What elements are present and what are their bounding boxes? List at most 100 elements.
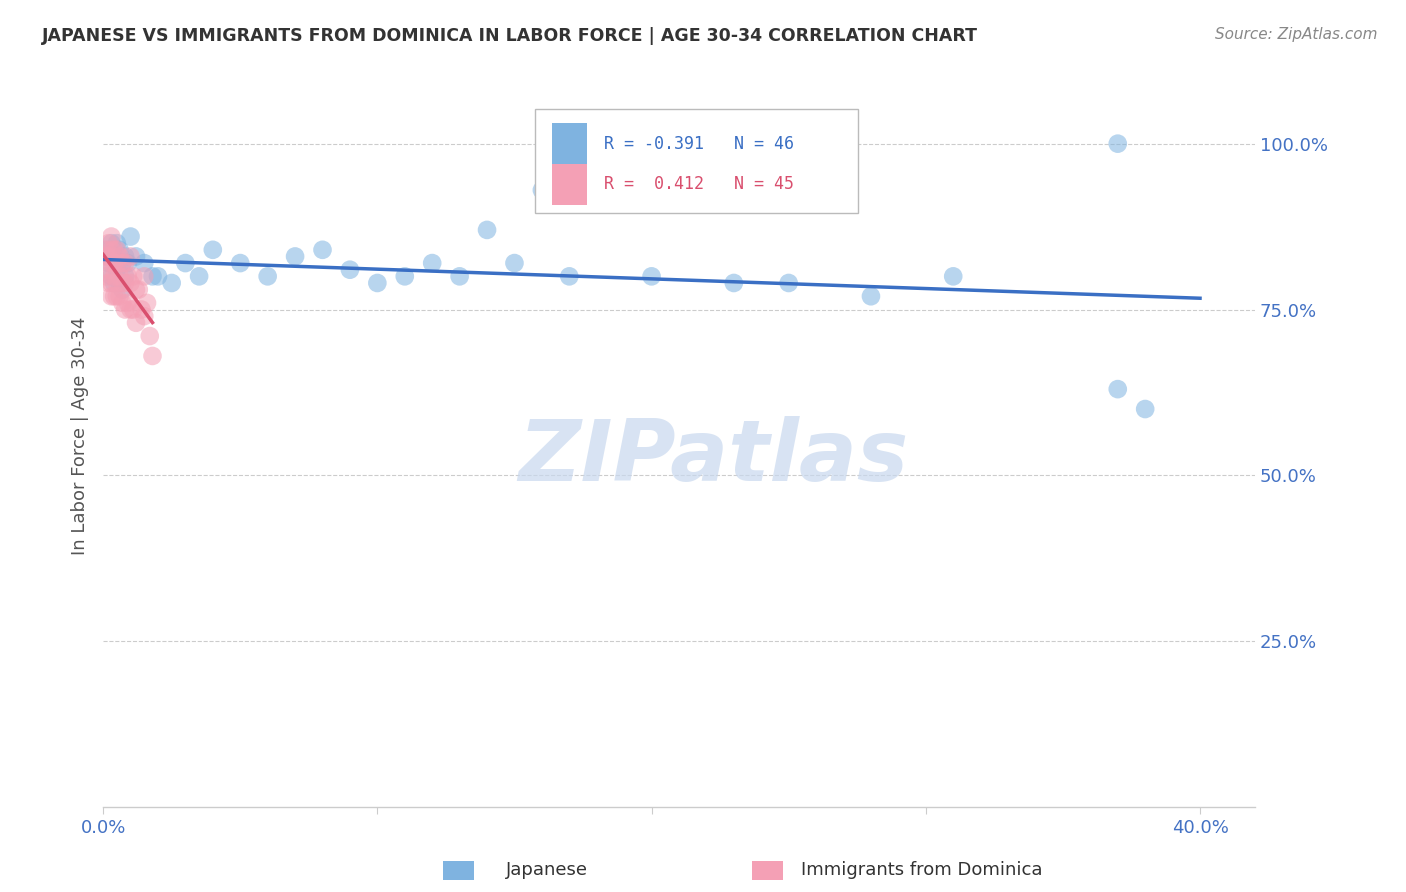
Point <box>105 243 128 257</box>
Text: ZIPatlas: ZIPatlas <box>519 417 908 500</box>
Point <box>108 289 131 303</box>
Point <box>94 269 117 284</box>
Point <box>114 256 136 270</box>
Point <box>1133 402 1156 417</box>
Point <box>778 276 800 290</box>
Point <box>97 256 120 270</box>
Point <box>111 283 134 297</box>
Point <box>256 269 278 284</box>
Point <box>94 243 117 257</box>
Point <box>120 229 142 244</box>
Point <box>117 296 139 310</box>
Point <box>503 256 526 270</box>
Point <box>105 289 128 303</box>
Point <box>530 183 553 197</box>
Point <box>122 269 145 284</box>
Point <box>100 243 122 257</box>
Point <box>103 289 125 303</box>
Point <box>100 269 122 284</box>
Point <box>1107 382 1129 396</box>
Point <box>100 256 122 270</box>
Text: R =  0.412   N = 45: R = 0.412 N = 45 <box>605 176 794 194</box>
Point <box>160 276 183 290</box>
Point <box>229 256 252 270</box>
Point <box>97 236 120 251</box>
Point <box>114 276 136 290</box>
Point <box>97 249 120 263</box>
Point <box>97 262 120 277</box>
Point <box>136 296 159 310</box>
Point <box>394 269 416 284</box>
Point <box>117 269 139 284</box>
Point <box>146 269 169 284</box>
Point <box>942 269 965 284</box>
Point <box>449 269 471 284</box>
Point <box>117 256 139 270</box>
Text: R = -0.391   N = 46: R = -0.391 N = 46 <box>605 135 794 153</box>
Point <box>111 296 134 310</box>
Point <box>108 249 131 263</box>
Point <box>188 269 211 284</box>
Point <box>103 269 125 284</box>
Point <box>859 289 882 303</box>
Point <box>114 269 136 284</box>
Point <box>108 243 131 257</box>
Point <box>723 276 745 290</box>
Point <box>94 249 117 263</box>
Point <box>366 276 388 290</box>
Point <box>111 256 134 270</box>
Point <box>311 243 333 257</box>
Point <box>174 256 197 270</box>
Point <box>103 256 125 270</box>
Point <box>100 289 122 303</box>
Point <box>105 276 128 290</box>
Point <box>131 302 153 317</box>
FancyBboxPatch shape <box>536 109 858 212</box>
Point <box>100 276 122 290</box>
Point <box>134 256 156 270</box>
Point <box>100 236 122 251</box>
Point <box>103 249 125 263</box>
Point <box>339 262 361 277</box>
Point <box>420 256 443 270</box>
Point <box>201 243 224 257</box>
Point <box>105 262 128 277</box>
Point <box>111 256 134 270</box>
Point <box>120 302 142 317</box>
Point <box>640 269 662 284</box>
Point <box>105 256 128 270</box>
Point <box>122 302 145 317</box>
Point <box>475 223 498 237</box>
Point <box>97 276 120 290</box>
Point <box>108 276 131 290</box>
Point <box>141 269 163 284</box>
Bar <box>553 164 586 205</box>
Point <box>103 243 125 257</box>
Point <box>134 269 156 284</box>
Bar <box>553 123 586 164</box>
Text: JAPANESE VS IMMIGRANTS FROM DOMINICA IN LABOR FORCE | AGE 30-34 CORRELATION CHAR: JAPANESE VS IMMIGRANTS FROM DOMINICA IN … <box>42 27 979 45</box>
Point <box>139 329 162 343</box>
Point <box>120 249 142 263</box>
Point <box>114 249 136 263</box>
Point <box>111 276 134 290</box>
Point <box>97 249 120 263</box>
Point <box>128 283 150 297</box>
Point <box>134 309 156 323</box>
Point <box>120 276 142 290</box>
Point <box>114 302 136 317</box>
Point <box>125 316 148 330</box>
Point <box>125 283 148 297</box>
Point <box>558 269 581 284</box>
Point <box>284 249 307 263</box>
Text: Japanese: Japanese <box>506 861 588 879</box>
Text: Source: ZipAtlas.com: Source: ZipAtlas.com <box>1215 27 1378 42</box>
Point <box>103 276 125 290</box>
Point <box>125 249 148 263</box>
Point <box>108 269 131 284</box>
Text: Immigrants from Dominica: Immigrants from Dominica <box>801 861 1043 879</box>
Point <box>100 229 122 244</box>
Y-axis label: In Labor Force | Age 30-34: In Labor Force | Age 30-34 <box>72 317 89 555</box>
Point <box>94 243 117 257</box>
Point <box>141 349 163 363</box>
